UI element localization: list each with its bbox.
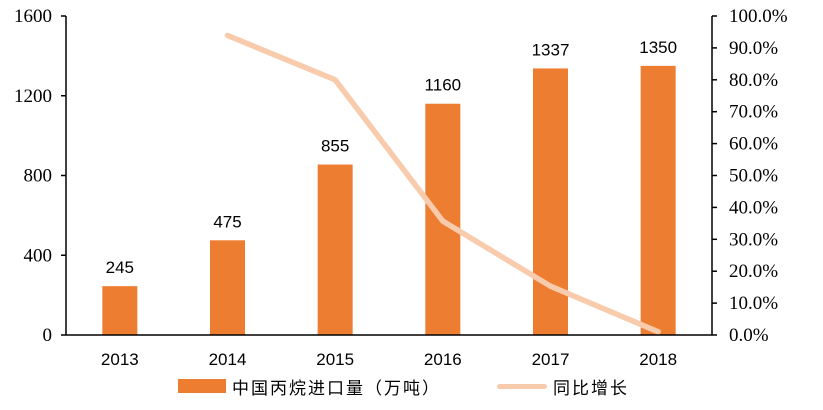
x-axis: 2013 2014 2015 2016 2017 2018 [66, 334, 712, 369]
x-tick-label: 2013 [101, 350, 139, 369]
left-tick-label: 1200 [14, 86, 52, 107]
bar-value-label: 245 [106, 258, 134, 277]
right-tick-label: 0.0% [729, 325, 769, 346]
line-series [224, 32, 661, 335]
bar-value-label: 1350 [639, 38, 677, 57]
right-tick-label: 50.0% [729, 166, 778, 187]
left-tick-label: 0 [43, 325, 53, 346]
right-y-axis: 0.0% 10.0% 20.0% 30.0% 40.0% 50.0% 60.0% 70.0% 8… [711, 6, 788, 346]
bar-swatch-icon [178, 379, 226, 393]
bar [533, 68, 568, 336]
legend-item-bar: 中国丙烷进口量（万吨） [178, 374, 441, 399]
x-tick-label: 2014 [209, 350, 247, 369]
growth-line [224, 32, 661, 335]
bar-data-labels: 245 475 855 1160 1337 1350 [106, 38, 677, 277]
left-tick-label: 800 [24, 166, 53, 187]
x-tick-label: 2016 [424, 350, 462, 369]
bar [210, 240, 245, 335]
legend-line-label: 同比增长 [553, 378, 629, 399]
bar-value-label: 475 [213, 212, 241, 231]
right-tick-label: 100.0% [729, 6, 788, 27]
right-tick-label: 30.0% [729, 229, 778, 250]
left-tick-label: 1600 [14, 6, 52, 27]
bar-series [102, 65, 676, 336]
left-tick-label: 400 [24, 245, 53, 266]
line-swatch-icon [497, 383, 547, 389]
legend: 中国丙烷进口量（万吨） 同比增长 [178, 374, 685, 399]
right-tick-label: 70.0% [729, 102, 778, 123]
bar [102, 286, 138, 335]
bar-value-label: 1160 [425, 76, 462, 95]
left-y-axis: 0 400 800 1200 1600 [14, 6, 67, 346]
right-tick-label: 80.0% [729, 70, 778, 91]
chart-canvas: 0 400 800 1200 1600 0.0% 10.0% 20.0% 30.0% 40.0%… [14, 6, 788, 369]
right-tick-label: 10.0% [729, 293, 778, 314]
right-tick-label: 20.0% [729, 261, 778, 282]
x-tick-label: 2015 [316, 350, 354, 369]
legend-item-line: 同比增长 [497, 374, 629, 399]
bar [317, 164, 353, 335]
legend-bar-label: 中国丙烷进口量（万吨） [232, 378, 441, 399]
x-tick-label: 2018 [639, 350, 677, 369]
bar-value-label: 855 [321, 137, 349, 156]
x-tick-label: 2017 [532, 350, 570, 369]
right-tick-label: 90.0% [729, 38, 778, 59]
bar [640, 65, 676, 335]
right-tick-label: 60.0% [729, 134, 778, 155]
bar-value-label: 1337 [532, 40, 570, 59]
right-tick-label: 40.0% [729, 197, 778, 218]
